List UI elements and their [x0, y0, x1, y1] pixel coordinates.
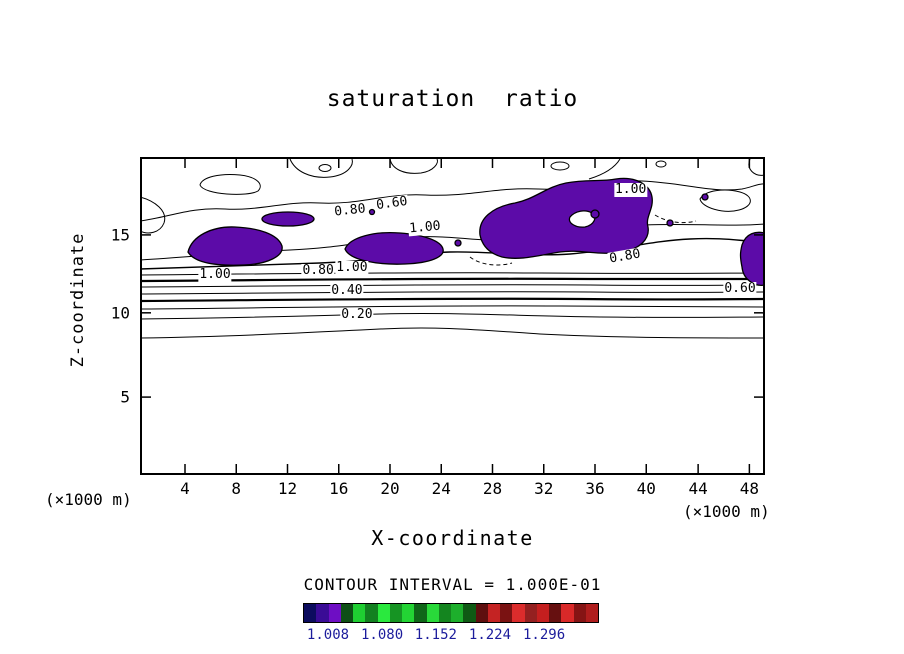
contour-lines — [140, 158, 765, 339]
colorbar-tick-label: 1.224 — [468, 627, 512, 643]
x-tick-label: 20 — [380, 479, 400, 498]
contour-line-label: 0.80 — [332, 201, 368, 220]
chart-title: saturation ratio — [326, 86, 579, 112]
contour-line-label: 0.60 — [723, 280, 757, 296]
y-tick-label: 5 — [120, 387, 130, 407]
colorbar — [303, 603, 599, 623]
x-tick-label: 44 — [688, 479, 708, 498]
colorbar-tick-label: 1.152 — [414, 627, 457, 643]
colorbar-segment — [487, 604, 500, 622]
y-axis-units: (×1000 m) — [45, 490, 132, 509]
colorbar-segment — [536, 604, 549, 622]
y-tick-label: 10 — [110, 303, 130, 323]
x-axis-ticks: 4 8 12 16 20 24 28 32 36 40 44 48 — [140, 479, 765, 501]
colorbar-segment — [500, 604, 513, 622]
colorbar-tick-label: 1.080 — [361, 627, 404, 643]
colorbar-segment — [475, 604, 488, 622]
x-tick-label: 32 — [534, 479, 554, 498]
contour-line-label: 1.00 — [407, 218, 443, 237]
y-axis-label: Z-coordinate — [68, 232, 88, 368]
x-tick-label: 12 — [277, 479, 298, 498]
contour-interval-text: CONTOUR INTERVAL = 1.000E-01 — [303, 575, 602, 594]
contour-line-label: 1.00 — [335, 259, 369, 275]
colorbar-segment — [377, 604, 390, 622]
colorbar-segment — [512, 604, 525, 622]
contour-line-label: 0.80 — [301, 262, 335, 278]
colorbar-segment — [365, 604, 378, 622]
plot-area: 0.80 0.60 1.00 1.00 0.80 1.00 0.80 1.00 0.40 0.20… — [140, 157, 765, 475]
filled-contour-regions — [187, 177, 765, 286]
x-tick-label: 48 — [739, 479, 760, 498]
colorbar-segment — [549, 604, 562, 622]
axis-tick-marks — [142, 159, 763, 473]
colorbar-segment — [316, 604, 329, 622]
plot-border — [140, 157, 765, 475]
colorbar-tick-label: 1.008 — [306, 627, 350, 643]
colorbar-segment — [402, 604, 415, 622]
colorbar-segment — [414, 604, 427, 622]
contour-line-label: 0.80 — [607, 246, 643, 267]
x-tick-label: 28 — [482, 479, 503, 498]
colorbar-segment — [561, 604, 574, 622]
contour-plot-svg — [140, 157, 765, 475]
colorbar-segment — [389, 604, 402, 622]
colorbar-segment — [438, 604, 451, 622]
x-axis-label: X-coordinate — [371, 526, 534, 550]
x-tick-label: 36 — [585, 479, 605, 498]
colorbar-segment — [340, 604, 353, 622]
colorbar-segment — [524, 604, 537, 622]
colorbar-segment — [304, 604, 317, 622]
colorbar-labels: 1.008 1.080 1.152 1.224 1.296 — [303, 627, 597, 645]
colorbar-segment — [573, 604, 586, 622]
x-tick-label: 4 — [180, 479, 190, 498]
colorbar-tick-label: 1.296 — [523, 627, 566, 643]
x-axis-units: (×1000 m) — [683, 502, 770, 521]
contour-line-label: 1.00 — [198, 266, 232, 282]
colorbar-segment — [585, 604, 598, 622]
contour-line-label: 0.20 — [340, 307, 374, 323]
contour-line-label: 0.40 — [330, 282, 364, 298]
x-tick-label: 16 — [329, 479, 349, 498]
colorbar-segment — [328, 604, 341, 622]
colorbar-segment — [353, 604, 366, 622]
contour-line-label: 1.00 — [613, 182, 648, 198]
x-tick-label: 24 — [431, 479, 451, 498]
contour-line-label: 0.60 — [374, 193, 410, 214]
y-axis-ticks: 15 10 5 — [96, 157, 132, 475]
contour-labels-layer: 0.80 0.60 1.00 1.00 0.80 1.00 0.80 1.00 0.40 0.20… — [140, 157, 765, 475]
y-tick-label: 15 — [110, 225, 130, 245]
x-tick-label: 8 — [231, 479, 242, 498]
colorbar-segment — [426, 604, 439, 622]
x-tick-label: 40 — [636, 479, 656, 498]
colorbar-segment — [451, 604, 464, 622]
colorbar-segment — [463, 604, 476, 622]
